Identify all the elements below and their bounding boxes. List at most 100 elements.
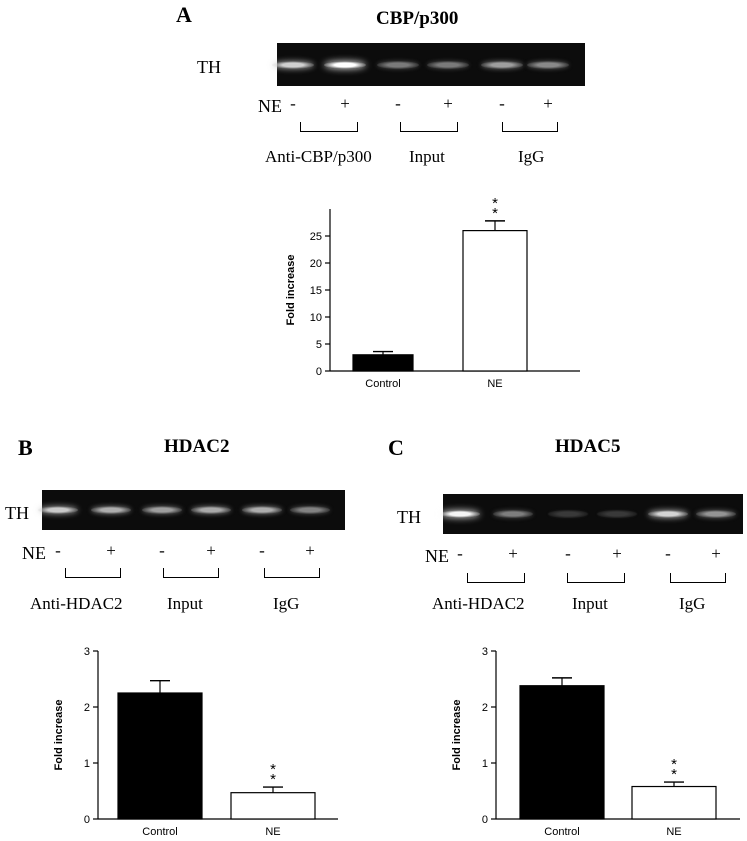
lane-sign: +: [711, 544, 721, 563]
significance-marker: *: [492, 205, 498, 222]
bracket: [264, 568, 320, 578]
bracket: [65, 568, 121, 578]
y-tick-label: 3: [482, 646, 488, 658]
significance-marker: *: [270, 771, 276, 788]
y-tick-label: 0: [482, 814, 488, 826]
group-label: Anti-CBP/p300: [265, 147, 372, 166]
bar: [230, 792, 316, 820]
gel-band: [191, 506, 231, 514]
row-label: TH: [197, 57, 221, 77]
gel-band: [290, 506, 330, 514]
bracket: [400, 122, 458, 132]
gel-band: [481, 60, 523, 69]
group-label: IgG: [518, 147, 545, 166]
group-label: IgG: [273, 594, 300, 613]
panel-letter: A: [176, 2, 192, 27]
gel-band: [548, 510, 588, 518]
x-tick-label: Control: [544, 826, 579, 838]
gel-band: [427, 60, 469, 69]
x-tick-label: NE: [265, 826, 280, 838]
gel-band: [91, 506, 131, 514]
lane-sign: +: [305, 541, 315, 560]
gel-title: CBP/p300: [376, 8, 459, 29]
lane-sign: -: [457, 544, 463, 563]
bracket: [300, 122, 358, 132]
y-axis-label: Fold increase: [285, 255, 297, 326]
x-tick-label: Control: [365, 378, 400, 390]
lane-sign: -: [565, 544, 571, 563]
group-label: Anti-HDAC2: [30, 594, 123, 613]
x-tick-label: NE: [487, 378, 502, 390]
y-tick-label: 1: [482, 758, 488, 770]
y-tick-label: 20: [310, 258, 322, 270]
y-tick-label: 1: [84, 758, 90, 770]
significance-marker: *: [492, 195, 498, 212]
bar: [117, 692, 203, 820]
significance-marker: *: [270, 761, 276, 778]
lane-sign: -: [290, 94, 296, 113]
y-axis-label: Fold increase: [53, 700, 65, 771]
gel-band: [242, 506, 282, 514]
bracket: [502, 122, 558, 132]
ne-label: NE: [258, 96, 282, 116]
panel-letter: C: [388, 435, 404, 460]
y-tick-label: 2: [482, 702, 488, 714]
bracket: [670, 573, 726, 583]
gel-band: [527, 60, 569, 69]
ne-label: NE: [425, 546, 449, 566]
significance-marker: *: [671, 756, 677, 773]
gel-band: [493, 510, 533, 518]
y-tick-label: 15: [310, 285, 322, 297]
bracket: [567, 573, 625, 583]
row-label: TH: [397, 507, 421, 527]
bar-chart: 0 1 2 3 Fold increase Control NE **: [451, 646, 740, 838]
lane-sign: +: [206, 541, 216, 560]
row-label: TH: [5, 503, 29, 523]
group-label: Input: [572, 594, 608, 613]
bracket: [467, 573, 525, 583]
gel-band: [324, 60, 366, 69]
gel-band: [377, 60, 419, 69]
gel-band: [38, 506, 78, 514]
y-tick-label: 25: [310, 231, 322, 243]
gel-band: [142, 506, 182, 514]
lane-sign: +: [106, 541, 116, 560]
group-label: Anti-HDAC2: [432, 594, 525, 613]
x-tick-label: Control: [142, 826, 177, 838]
lane-sign: -: [159, 541, 165, 560]
y-tick-label: 2: [84, 702, 90, 714]
gel-title: HDAC5: [555, 436, 621, 457]
ne-label: NE: [22, 543, 46, 563]
bar: [462, 229, 528, 372]
x-tick-label: NE: [666, 826, 681, 838]
lane-sign: +: [340, 94, 350, 113]
lane-sign: +: [443, 94, 453, 113]
bar: [519, 685, 605, 820]
y-tick-label: 0: [316, 366, 322, 378]
group-label: Input: [167, 594, 203, 613]
gel-band: [272, 60, 314, 69]
gel-band: [440, 510, 480, 518]
y-tick-label: 10: [310, 312, 322, 324]
bar-chart: 0 1 2 3 Fold increase Control NE **: [53, 646, 338, 838]
y-axis-label: Fold increase: [451, 700, 463, 771]
lane-sign: +: [612, 544, 622, 563]
significance-marker: *: [671, 766, 677, 783]
bar-chart: 0 5 10 15 20 25 Fold increase Control NE **: [285, 195, 580, 390]
lane-sign: -: [55, 541, 61, 560]
lane-sign: +: [543, 94, 553, 113]
bar: [631, 785, 717, 820]
y-tick-label: 0: [84, 814, 90, 826]
gel-band: [597, 510, 637, 518]
gel-band: [648, 510, 688, 518]
group-label: Input: [409, 147, 445, 166]
gel-title: HDAC2: [164, 436, 230, 457]
y-tick-label: 5: [316, 339, 322, 351]
lane-sign: -: [499, 94, 505, 113]
panel-letter: B: [18, 435, 33, 460]
lane-sign: -: [259, 541, 265, 560]
group-label: IgG: [679, 594, 706, 613]
lane-sign: -: [665, 544, 671, 563]
lane-sign: +: [508, 544, 518, 563]
bracket: [163, 568, 219, 578]
